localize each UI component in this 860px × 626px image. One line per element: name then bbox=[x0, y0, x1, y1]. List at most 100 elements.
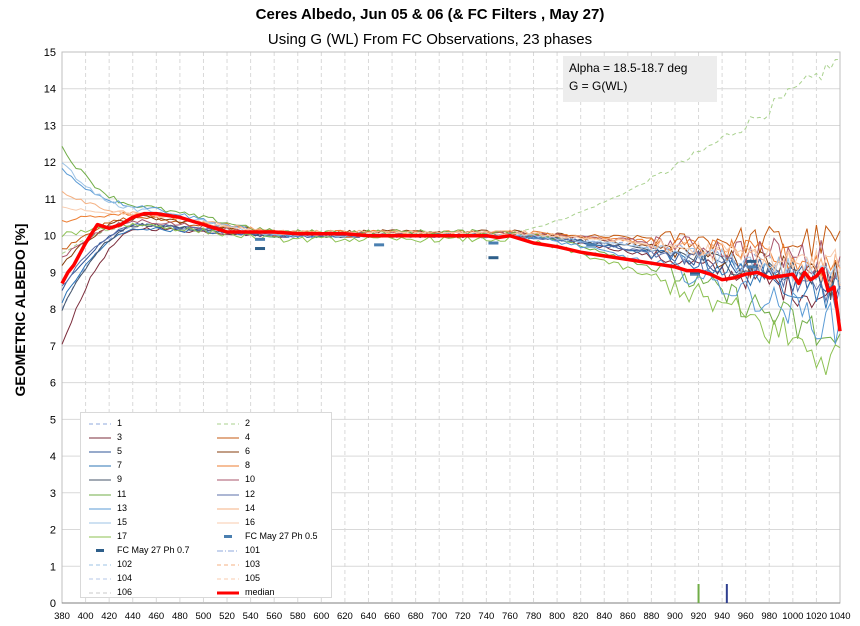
x-tick-label: 1020 bbox=[806, 611, 827, 622]
y-tick-label: 9 bbox=[50, 267, 56, 279]
x-tick-label: 520 bbox=[219, 611, 235, 622]
series-line-7 bbox=[61, 226, 841, 309]
chart-title: Ceres Albedo, Jun 05 & 06 (& FC Filters … bbox=[255, 6, 605, 23]
legend-swatch bbox=[217, 578, 239, 580]
legend-label: 101 bbox=[245, 544, 261, 555]
legend-swatch bbox=[89, 423, 111, 425]
x-tick-label: 380 bbox=[54, 611, 70, 622]
legend-label: 7 bbox=[117, 460, 123, 471]
legend-label: 12 bbox=[245, 488, 256, 499]
legend-label: 17 bbox=[117, 530, 128, 541]
fc-marker bbox=[488, 256, 499, 260]
legend-swatch bbox=[89, 536, 111, 538]
fc-marker bbox=[690, 272, 701, 276]
legend-swatch bbox=[217, 437, 239, 439]
legend-swatch bbox=[89, 465, 111, 467]
x-tick-label: 560 bbox=[266, 611, 282, 622]
legend-label: 103 bbox=[245, 559, 261, 569]
x-tick-label: 840 bbox=[596, 611, 612, 622]
fc-marker bbox=[255, 247, 266, 251]
x-tick-label: 980 bbox=[761, 611, 777, 622]
y-tick-label: 5 bbox=[50, 414, 56, 426]
legend-swatch bbox=[89, 522, 111, 524]
x-tick-label: 540 bbox=[243, 611, 259, 622]
legend-label: 9 bbox=[117, 474, 123, 485]
x-tick-label: 700 bbox=[431, 611, 447, 622]
legend: 1 2 3 4 5 6 7 8 9 10 11 12 13 14 15 16 17 FC May 27 Ph 0.… bbox=[80, 412, 332, 598]
legend-swatch bbox=[89, 578, 111, 580]
legend-label: FC May 27 Ph 0.7 bbox=[117, 544, 190, 555]
x-tick-label: 920 bbox=[691, 611, 707, 622]
legend-label: 14 bbox=[245, 502, 256, 513]
x-tick-label: 500 bbox=[196, 611, 212, 622]
legend-swatch bbox=[224, 534, 232, 538]
x-tick-label: 800 bbox=[549, 611, 565, 622]
legend-label: 4 bbox=[245, 432, 251, 443]
x-tick-label: 680 bbox=[408, 611, 424, 622]
x-tick-label: 1000 bbox=[782, 611, 803, 622]
x-tick-label: 420 bbox=[101, 611, 117, 622]
series-line-17 bbox=[61, 222, 841, 376]
legend-swatch bbox=[89, 592, 111, 594]
legend-label: 105 bbox=[245, 573, 261, 584]
x-tick-label: 620 bbox=[337, 611, 353, 622]
legend-label: 10 bbox=[245, 474, 256, 485]
y-tick-label: 0 bbox=[50, 598, 56, 610]
x-tick-label: 780 bbox=[526, 611, 542, 622]
y-tick-label: 15 bbox=[44, 47, 56, 59]
x-tick-label: 660 bbox=[384, 611, 400, 622]
fc-marker bbox=[586, 243, 597, 247]
x-tick-label: 940 bbox=[714, 611, 730, 622]
legend-swatch bbox=[217, 451, 239, 453]
x-tick-label: 760 bbox=[502, 611, 518, 622]
x-tick-label: 880 bbox=[643, 611, 659, 622]
y-tick-label: 4 bbox=[50, 451, 56, 463]
bottom-marks bbox=[697, 584, 728, 603]
annotation-g: G = G(WL) bbox=[569, 79, 628, 93]
legend-label: 106 bbox=[117, 587, 133, 598]
median-line bbox=[60, 211, 842, 332]
legend-label: 13 bbox=[117, 502, 128, 513]
x-tick-label: 960 bbox=[738, 611, 754, 622]
y-tick-label: 13 bbox=[44, 120, 56, 132]
x-tick-label: 820 bbox=[573, 611, 589, 622]
y-axis-label: GEOMETRIC ALBEDO [%] bbox=[12, 223, 28, 397]
legend-label: 6 bbox=[245, 446, 251, 457]
y-tick-label: 11 bbox=[45, 194, 56, 206]
legend-label: 15 bbox=[117, 516, 128, 527]
series-line-11 bbox=[61, 146, 841, 347]
x-tick-label: 900 bbox=[667, 611, 683, 622]
legend-label: 104 bbox=[117, 573, 133, 584]
legend-swatch bbox=[217, 465, 239, 467]
legend-label: 2 bbox=[245, 418, 251, 428]
legend-swatch bbox=[89, 479, 111, 481]
chart-subtitle: Using G (WL) From FC Observations, 23 ph… bbox=[267, 31, 593, 48]
fc-marker bbox=[746, 265, 757, 269]
legend-swatch bbox=[89, 564, 111, 566]
y-tick-label: 12 bbox=[44, 157, 56, 169]
legend-swatch bbox=[89, 437, 111, 439]
y-tick-label: 2 bbox=[50, 525, 56, 537]
fc-marker bbox=[746, 259, 757, 263]
legend-swatch bbox=[217, 564, 239, 566]
legend-swatch bbox=[217, 479, 239, 481]
y-tick-label: 8 bbox=[50, 304, 56, 316]
legend-label: 8 bbox=[245, 460, 251, 471]
legend-swatch bbox=[217, 423, 239, 425]
x-tick-label: 740 bbox=[478, 611, 494, 622]
legend-swatch-mark bbox=[224, 534, 232, 538]
x-tick-label: 460 bbox=[148, 611, 164, 622]
fc-marker bbox=[255, 237, 266, 241]
y-tick-label: 14 bbox=[44, 84, 56, 96]
legend-swatch-mark bbox=[96, 548, 104, 552]
legend-swatch bbox=[217, 591, 239, 595]
legend-label: FC May 27 Ph 0.5 bbox=[245, 530, 318, 541]
legend-label: median bbox=[245, 587, 275, 598]
fc-marker bbox=[690, 270, 701, 274]
x-tick-label: 1040 bbox=[829, 611, 850, 622]
x-tick-label: 600 bbox=[313, 611, 329, 622]
y-tick-label: 10 bbox=[44, 231, 56, 243]
legend-swatch bbox=[217, 522, 239, 524]
legend-swatch bbox=[89, 451, 111, 453]
